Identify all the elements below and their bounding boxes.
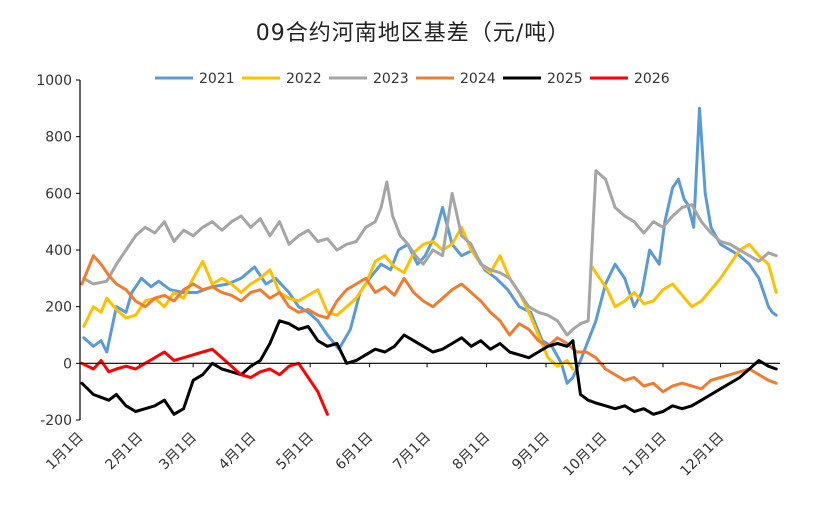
series-line-2023 <box>82 169 778 337</box>
y-tick-label: 400 <box>45 243 72 259</box>
legend-label-2025: 2025 <box>547 71 583 87</box>
legend: 2021 2022 2023 2024 2025 2026 <box>155 71 670 87</box>
chart-title: 09合约河南地区基差（元/吨） <box>256 21 570 46</box>
legend-label-2026: 2026 <box>634 71 670 87</box>
y-tick-label: 1000 <box>36 73 72 89</box>
x-tick-label: 7月1日 <box>390 430 434 474</box>
x-tick-label: 4月1日 <box>216 430 260 474</box>
x-tick-label: 3月1日 <box>156 430 200 474</box>
x-tick-label: 2月1日 <box>103 430 147 474</box>
series-line-2021 <box>82 106 778 385</box>
x-tick-label: 8月1日 <box>450 430 494 474</box>
legend-label-2023: 2023 <box>373 71 409 87</box>
x-tick-label: 10月1日 <box>560 430 610 480</box>
x-tick-label: 5月1日 <box>273 430 317 474</box>
series-line-2024 <box>80 254 778 394</box>
y-tick-label: 0 <box>63 356 72 372</box>
legend-label-2021: 2021 <box>199 71 235 87</box>
series-line-2022 <box>82 225 778 371</box>
series-line-2026 <box>80 347 329 416</box>
legend-label-2024: 2024 <box>460 71 496 87</box>
y-tick-label: -200 <box>40 413 72 429</box>
y-tick-label: 600 <box>45 186 72 202</box>
series-line-2025 <box>80 319 778 416</box>
y-tick-label: 200 <box>45 300 72 316</box>
legend-label-2022: 2022 <box>286 71 322 87</box>
x-tick-label: 12月1日 <box>677 430 727 480</box>
x-tick-label: 6月1日 <box>333 430 377 474</box>
x-tick-label: 11月1日 <box>620 430 670 480</box>
x-tick-label: 9月1日 <box>509 430 553 474</box>
series-layer <box>80 106 778 416</box>
x-tick-label: 1月1日 <box>43 430 87 474</box>
y-tick-label: 800 <box>45 130 72 146</box>
y-axis-ticks: -200 0 200 400 600 800 1000 <box>36 73 80 429</box>
